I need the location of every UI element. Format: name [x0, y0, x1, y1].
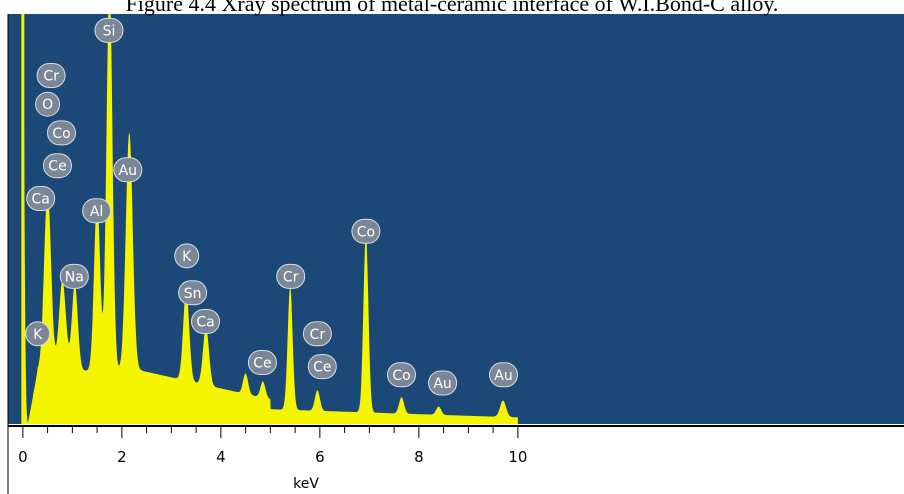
- element-label-o: O: [35, 91, 61, 117]
- element-label-au: Au: [428, 370, 458, 396]
- peak-badges: Si Cr O Co Ce Au Ca Al Co K Na Cr Sn Ca K Cr Ce Ce Co Au Au: [25, 17, 518, 396]
- element-label-sn: Sn: [178, 280, 208, 306]
- x-tick-label: 10: [508, 448, 527, 466]
- element-badge: [191, 309, 220, 334]
- element-badge: [307, 354, 337, 380]
- element-symbol: Cr: [283, 269, 299, 285]
- element-label-ce: Ce: [247, 350, 277, 375]
- element-label-co: Co: [351, 218, 381, 244]
- element-symbol: K: [33, 327, 43, 343]
- x-tick-label: 2: [117, 448, 127, 466]
- figure-caption: Figure 4.4 Xray spectrum of metal-cerami…: [125, 0, 779, 16]
- element-badge: [43, 153, 72, 179]
- element-symbol: Co: [357, 224, 375, 240]
- x-tick-label: 0: [18, 448, 28, 466]
- element-badge: [26, 186, 56, 211]
- element-symbol: Ce: [48, 159, 66, 175]
- spectrum-area: [22, 14, 518, 424]
- element-badge: [113, 157, 143, 183]
- element-badge: [489, 362, 518, 388]
- x-tick-label: 8: [414, 448, 424, 466]
- element-badge: [36, 63, 66, 88]
- element-symbol: Cr: [310, 327, 326, 343]
- element-label-cr: Cr: [276, 263, 306, 289]
- plot-background: [8, 14, 904, 424]
- element-badge: [178, 280, 208, 306]
- element-symbol: Cr: [43, 69, 59, 85]
- element-badge: [47, 120, 76, 146]
- x-tick-label: 6: [315, 448, 325, 466]
- element-symbol: Co: [52, 126, 70, 142]
- element-label-co: Co: [387, 362, 416, 388]
- element-label-si: Si: [94, 17, 124, 43]
- element-symbol: Au: [433, 376, 451, 392]
- element-badge: [302, 321, 332, 347]
- x-axis-title: keV: [293, 476, 319, 492]
- x-axis-ticks: 0 2 4 6 8 10: [18, 426, 527, 466]
- element-symbol: Sn: [184, 286, 202, 302]
- element-symbol: Au: [494, 368, 512, 384]
- element-badge: [94, 17, 124, 43]
- element-label-cr: Cr: [302, 321, 332, 347]
- element-symbol: O: [42, 97, 53, 113]
- element-symbol: Ce: [313, 360, 331, 376]
- element-label-k: K: [25, 321, 51, 347]
- element-symbol: Ce: [253, 356, 271, 372]
- element-label-ca: Ca: [191, 309, 220, 334]
- x-tick-label: 4: [216, 448, 226, 466]
- element-symbol: Si: [103, 23, 116, 39]
- element-badge: [428, 370, 458, 396]
- element-label-au: Au: [489, 362, 518, 388]
- element-badge: [25, 321, 51, 347]
- element-badge: [82, 198, 112, 224]
- element-symbol: Ca: [196, 315, 214, 331]
- element-label-ca: Ca: [26, 186, 56, 211]
- element-label-al: Al: [82, 198, 112, 224]
- element-label-k: K: [174, 243, 200, 269]
- element-symbol: K: [182, 249, 192, 265]
- element-symbol: Co: [392, 368, 410, 384]
- element-label-au: Au: [113, 157, 143, 183]
- element-badge: [35, 91, 61, 117]
- element-symbol: Na: [65, 269, 84, 285]
- element-badge: [387, 362, 416, 388]
- element-label-ce: Ce: [43, 153, 72, 179]
- element-label-na: Na: [59, 263, 89, 289]
- element-symbol: Ca: [32, 192, 50, 208]
- element-label-co: Co: [47, 120, 76, 146]
- element-symbol: Al: [90, 204, 103, 220]
- element-badge: [276, 263, 306, 289]
- element-symbol: Au: [119, 163, 137, 179]
- element-badge: [174, 243, 200, 269]
- element-label-cr: Cr: [36, 63, 66, 88]
- element-badge: [59, 263, 89, 289]
- element-badge: [247, 350, 277, 375]
- element-badge: [351, 218, 381, 244]
- element-label-ce: Ce: [307, 354, 337, 380]
